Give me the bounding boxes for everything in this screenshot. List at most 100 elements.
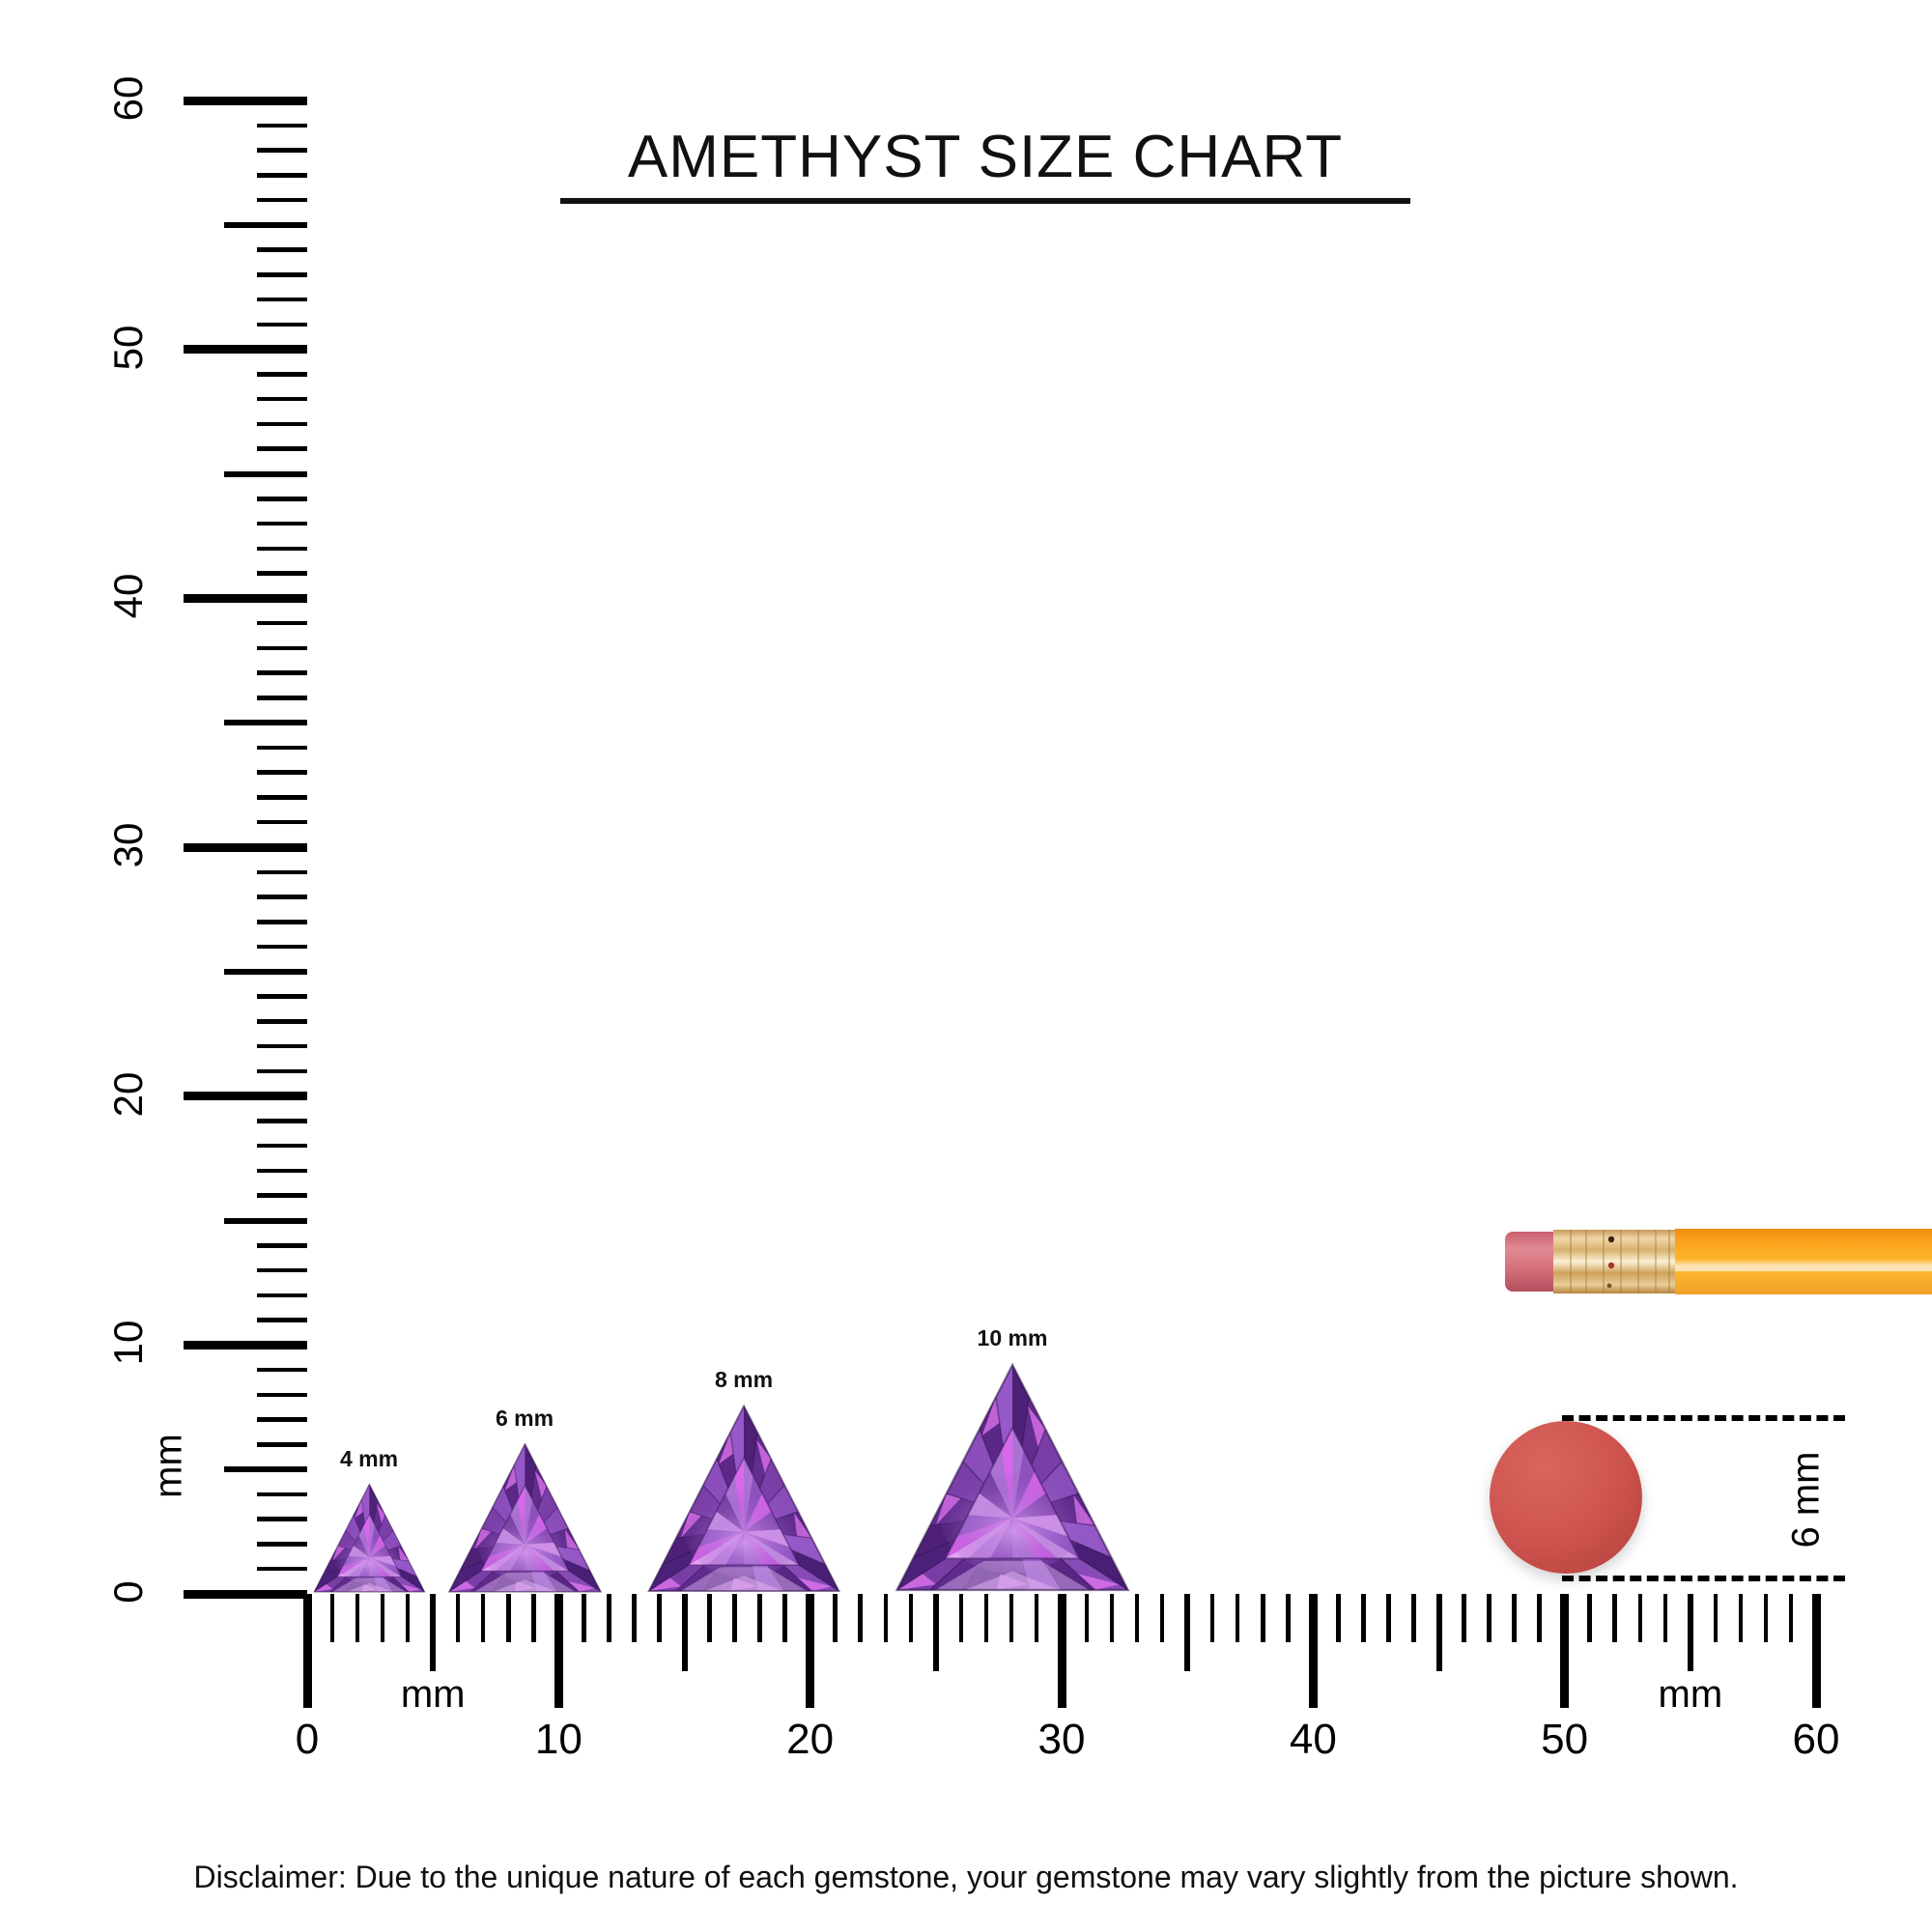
v-tick-minor	[257, 173, 307, 178]
h-tick-mid	[1184, 1594, 1191, 1671]
h-tick-minor	[1763, 1594, 1769, 1642]
gem-trillion-icon	[447, 1442, 602, 1593]
h-ruler-label: 0	[295, 1716, 320, 1763]
gem-item: 6 mm	[446, 1406, 604, 1594]
gem-size-label: 6 mm	[495, 1405, 554, 1431]
v-tick-minor	[257, 571, 307, 576]
eraser-dash-top	[1562, 1415, 1845, 1421]
v-tick-minor	[257, 197, 307, 203]
h-tick-minor	[732, 1594, 737, 1642]
v-tick-major	[184, 1092, 307, 1101]
v-tick-minor	[257, 1168, 307, 1174]
v-ruler-unit-label: mm	[147, 1434, 190, 1498]
h-tick-minor	[1261, 1594, 1265, 1642]
v-tick-minor	[257, 944, 307, 950]
h-ruler-label: 50	[1541, 1716, 1589, 1763]
v-tick-minor	[257, 497, 307, 501]
v-tick-minor	[257, 920, 307, 924]
h-tick-minor	[1134, 1594, 1140, 1642]
v-ruler-label: 30	[105, 822, 151, 868]
h-tick-major	[1057, 1594, 1066, 1708]
h-tick-minor	[531, 1594, 536, 1642]
v-tick-minor	[257, 895, 307, 899]
h-tick-mid	[430, 1594, 437, 1671]
v-tick-minor	[257, 247, 307, 252]
h-tick-major	[1308, 1594, 1318, 1708]
h-tick-minor	[607, 1594, 611, 1642]
v-tick-major	[184, 1589, 307, 1599]
h-tick-minor	[983, 1594, 989, 1642]
v-tick-minor	[257, 696, 307, 700]
h-tick-minor	[657, 1594, 662, 1642]
h-tick-minor	[1537, 1594, 1542, 1642]
v-tick-minor	[257, 1318, 307, 1322]
v-tick-mid	[224, 1466, 307, 1473]
v-tick-minor	[257, 1542, 307, 1547]
v-tick-minor	[257, 297, 307, 302]
h-tick-minor	[1713, 1594, 1719, 1642]
gem-size-label: 4 mm	[339, 1446, 399, 1472]
h-tick-minor	[480, 1594, 486, 1642]
eraser-size-label: 6 mm	[1784, 1451, 1828, 1548]
v-tick-minor	[257, 1392, 307, 1398]
h-tick-major	[1560, 1594, 1570, 1708]
v-tick-minor	[257, 1442, 307, 1447]
v-tick-mid	[224, 720, 307, 726]
h-ruler-label: 60	[1792, 1716, 1840, 1763]
page-title: AMETHYST SIZE CHART	[560, 124, 1410, 205]
h-tick-minor	[1788, 1594, 1794, 1642]
v-tick-minor	[257, 372, 307, 377]
h-tick-mid	[932, 1594, 939, 1671]
title-underline	[560, 198, 1410, 205]
h-ruler-unit-label-left: mm	[400, 1673, 466, 1716]
h-tick-minor	[1084, 1594, 1090, 1642]
h-tick-minor	[1336, 1594, 1341, 1642]
h-tick-minor	[1738, 1594, 1744, 1642]
v-tick-major	[184, 345, 307, 355]
v-tick-minor	[257, 272, 307, 277]
gem-size-label: 10 mm	[977, 1325, 1048, 1351]
pencil-reference	[1503, 1212, 1932, 1309]
h-tick-minor	[1462, 1594, 1466, 1642]
v-tick-major	[184, 593, 307, 603]
v-tick-major	[184, 842, 307, 852]
h-tick-minor	[1487, 1594, 1492, 1642]
h-tick-mid	[681, 1594, 688, 1671]
h-tick-mid	[1687, 1594, 1693, 1671]
h-tick-minor	[405, 1594, 411, 1642]
h-tick-minor	[329, 1594, 335, 1642]
gem-item: 10 mm	[893, 1325, 1132, 1594]
v-tick-minor	[257, 1068, 307, 1074]
v-tick-minor	[257, 1566, 307, 1572]
title-text: AMETHYST SIZE CHART	[627, 124, 1344, 190]
v-tick-minor	[257, 1143, 307, 1149]
h-tick-minor	[1612, 1594, 1617, 1642]
v-tick-mid	[224, 968, 307, 975]
v-tick-minor	[257, 446, 307, 451]
horizontal-ruler: 0 10 20 30 40 50 60 mm mm	[0, 0, 1932, 1763]
v-tick-minor	[257, 745, 307, 751]
h-tick-minor	[506, 1594, 511, 1642]
h-tick-minor	[355, 1594, 360, 1642]
v-tick-minor	[257, 869, 307, 875]
vertical-ruler: 0 10 20 30 40 50 60 mm	[0, 0, 319, 1642]
pencil-icon	[1505, 1229, 1932, 1294]
v-ruler-label: 10	[105, 1320, 151, 1366]
h-tick-minor	[757, 1594, 762, 1642]
h-ruler-label: 30	[1037, 1716, 1086, 1763]
h-tick-minor	[1286, 1594, 1291, 1642]
v-tick-mid	[224, 221, 307, 228]
h-tick-minor	[858, 1594, 863, 1642]
h-tick-minor	[1109, 1594, 1115, 1642]
eraser-dash-bottom	[1562, 1576, 1845, 1581]
gem-trillion-icon	[647, 1404, 840, 1592]
v-tick-minor	[257, 1193, 307, 1198]
h-tick-minor	[1009, 1594, 1014, 1642]
v-tick-minor	[257, 1267, 307, 1273]
v-ruler-label: 50	[105, 325, 151, 371]
eraser-reference: 6 mm	[1449, 1386, 1855, 1608]
v-tick-mid	[224, 1217, 307, 1224]
v-tick-minor	[257, 1367, 307, 1373]
h-ruler-label: 20	[786, 1716, 835, 1763]
h-tick-minor	[1034, 1594, 1039, 1642]
